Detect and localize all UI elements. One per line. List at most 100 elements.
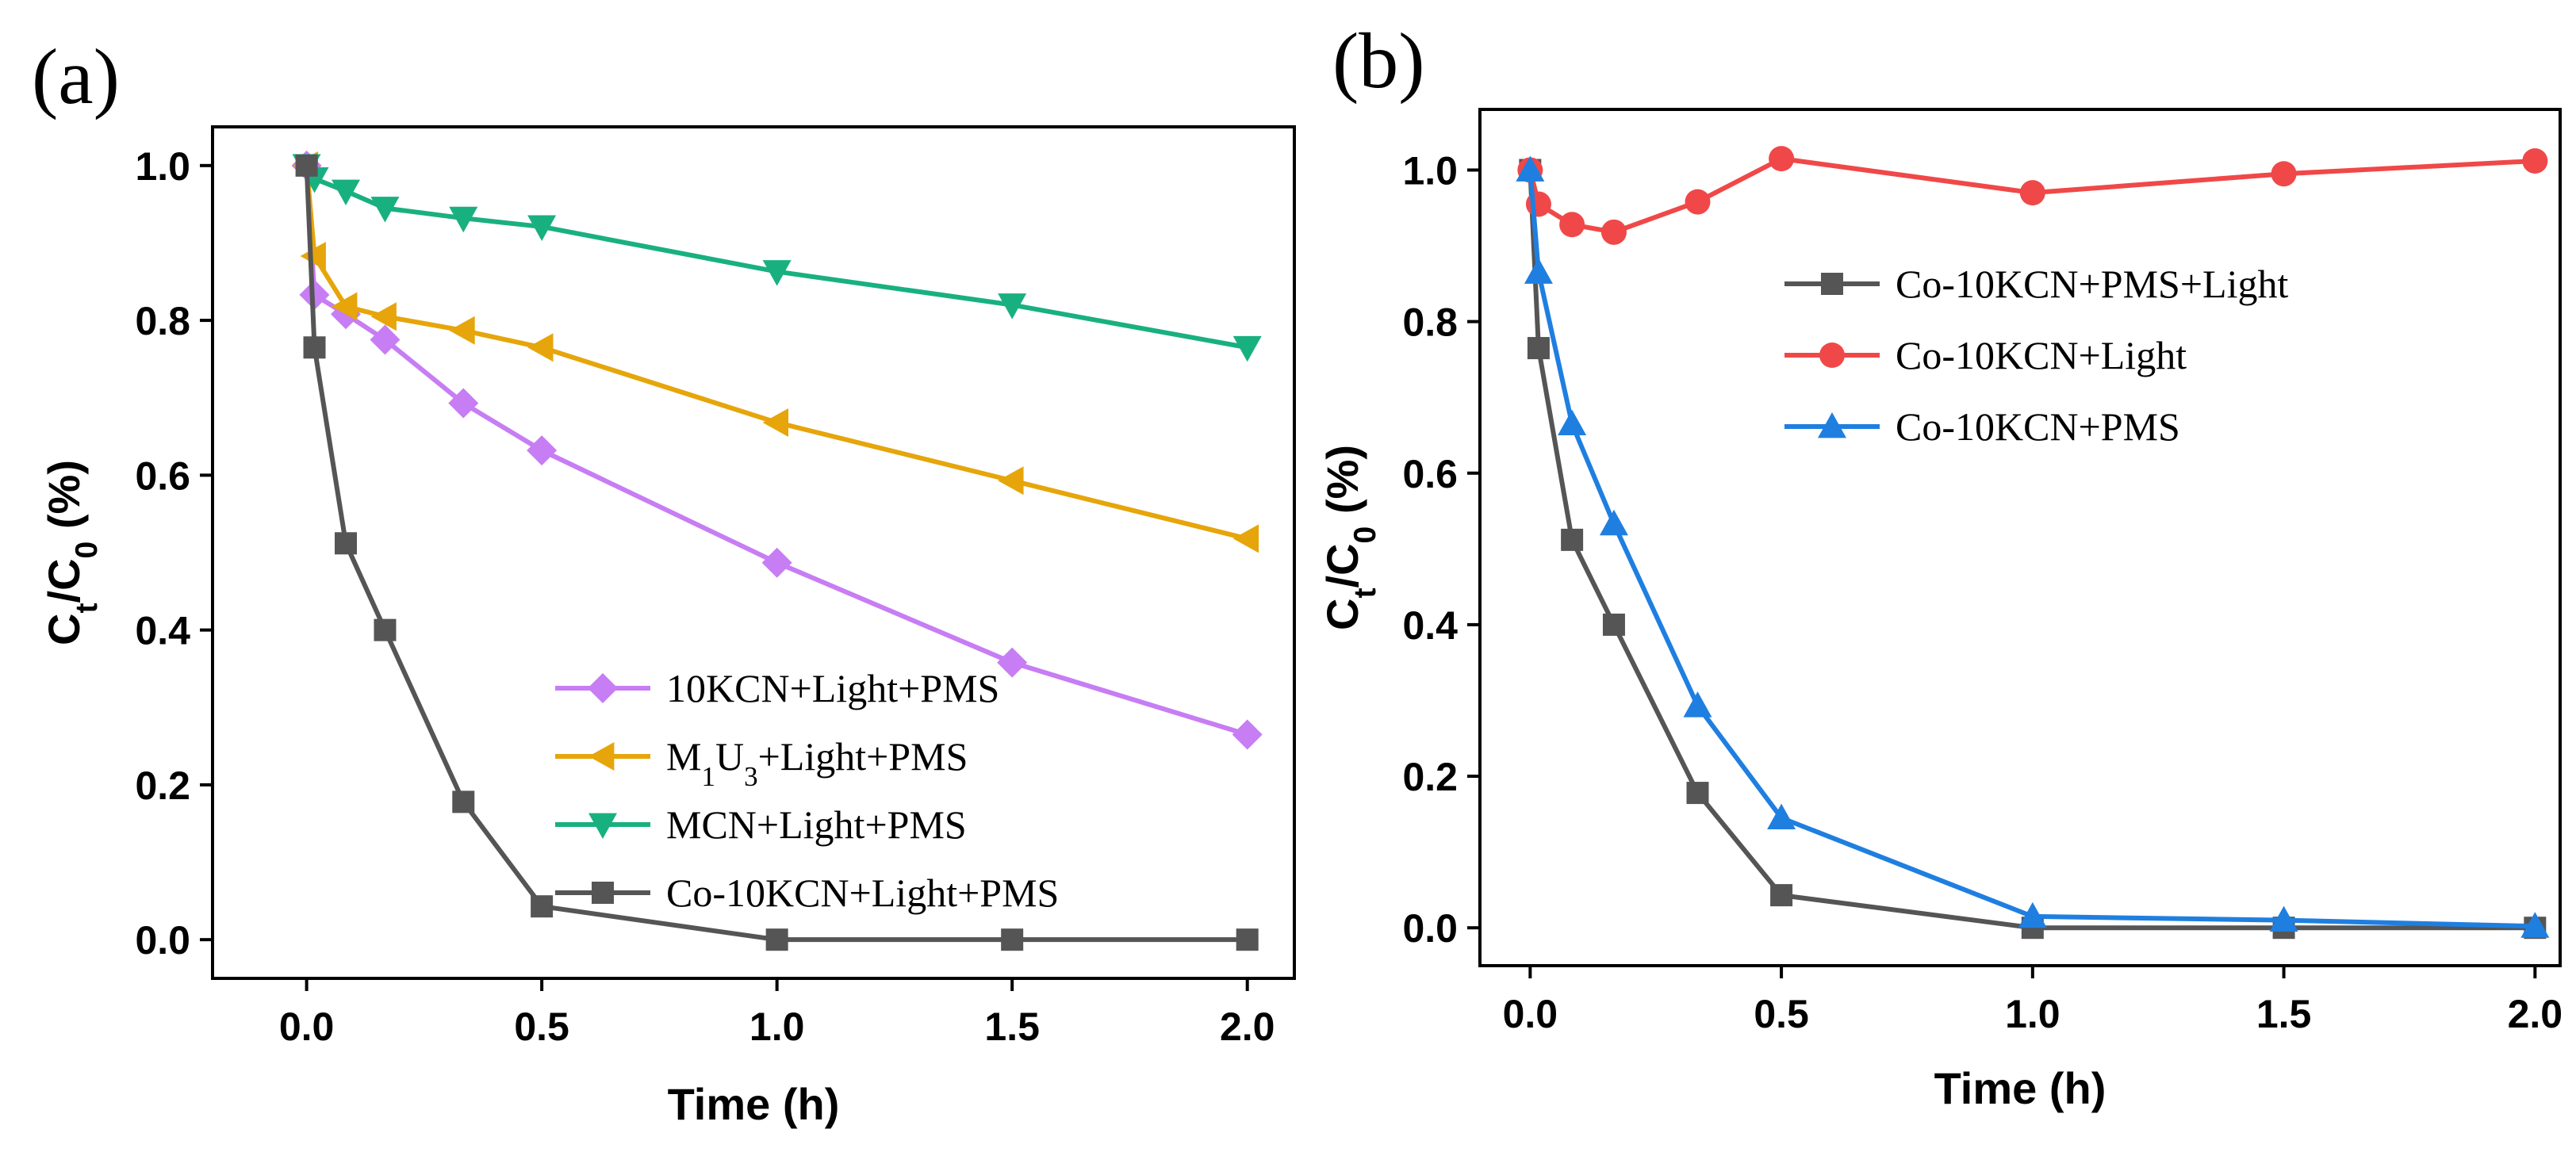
- panel-label: (b): [1332, 17, 1425, 105]
- series-MCN+Light+PMS: [292, 154, 1262, 362]
- legend-marker: [588, 742, 615, 771]
- data-point: [527, 435, 558, 466]
- chart-panel-a: (a) 0.0 0.5 1.0 1.5 2.0 0.0 0.2 0.4 0.6 0.8 1.0 Time…: [32, 33, 1296, 1129]
- data-point: [303, 336, 326, 359]
- label-text: 10KCN+Light+PMS: [666, 666, 999, 710]
- label-text: C: [1317, 599, 1367, 630]
- y-tick-label: 1.0: [1402, 148, 1458, 193]
- data-point: [1524, 258, 1553, 284]
- legend-marker: [592, 882, 614, 904]
- x-tick-label: 2.0: [2508, 992, 2563, 1036]
- legend-marker: [1819, 343, 1845, 368]
- subscript-text: 1: [701, 761, 715, 792]
- data-point: [2520, 912, 2550, 938]
- legend-label: 10KCN+Light+PMS: [666, 666, 999, 710]
- data-point: [762, 260, 792, 286]
- data-point: [1599, 509, 1628, 536]
- data-point: [370, 197, 400, 223]
- panel-label: (a): [32, 33, 120, 121]
- data-point: [998, 293, 1027, 320]
- x-tick-label: 0.0: [279, 1005, 335, 1049]
- legend-label: Co-10KCN+Light: [1896, 333, 2187, 377]
- x-tick-label: 1.5: [2256, 992, 2312, 1036]
- x-axis-title: Time (h): [668, 1079, 840, 1129]
- x-tick-label: 2.0: [1220, 1005, 1275, 1049]
- x-tick-label: 0.0: [1503, 992, 1558, 1036]
- data-point: [1561, 528, 1584, 551]
- label-text: Co-10KCN+Light: [1896, 333, 2187, 377]
- data-point: [300, 242, 326, 271]
- y-axis-title: Ct/C0 (%): [1317, 445, 1382, 630]
- y-tick-label: 0.4: [1402, 603, 1458, 648]
- data-point: [1602, 613, 1625, 636]
- y-tick-label: 0.8: [135, 299, 190, 343]
- data-point: [1232, 335, 1262, 362]
- label-text: Co-10KCN+PMS+Light: [1896, 262, 2288, 306]
- axes-frame: [211, 125, 1296, 980]
- data-point: [765, 928, 788, 951]
- data-point: [2522, 147, 2548, 174]
- data-point: [762, 408, 789, 437]
- data-point: [448, 388, 479, 419]
- legend-marker: [1821, 273, 1843, 295]
- label-text: (%): [39, 460, 89, 542]
- data-point: [370, 302, 397, 331]
- data-point: [1686, 782, 1709, 805]
- y-tick-label: 0.2: [135, 764, 190, 808]
- legend: 10KCN+Light+PMS M1U3+Light+PMS MCN+Light+P…: [555, 666, 1059, 915]
- data-point: [1770, 884, 1793, 907]
- data-point: [374, 618, 397, 641]
- data-point: [2019, 180, 2045, 206]
- y-tick-label: 0.4: [135, 609, 190, 653]
- chart-panel-b: (b) 0.0 0.5 1.0 1.5 2.0 0.0 0.2 0.4 0.6 0.8 1.0 Time…: [1317, 17, 2563, 1113]
- data-point: [1001, 928, 1024, 951]
- y-tick-label: 0.0: [1402, 906, 1458, 951]
- y-tick-label: 0.8: [1402, 300, 1458, 345]
- y-tick-label: 0.6: [135, 454, 190, 498]
- data-point: [1559, 212, 1585, 238]
- subscript-text: 0: [70, 542, 104, 559]
- data-point: [1558, 409, 1587, 436]
- legend-label: Co-10KCN+PMS: [1896, 404, 2180, 449]
- data-point: [998, 466, 1024, 496]
- label-text: M: [666, 734, 701, 779]
- data-point: [531, 895, 554, 918]
- data-point: [370, 324, 401, 355]
- data-point: [2269, 905, 2298, 932]
- data-point: [1236, 928, 1259, 951]
- legend-marker: [1818, 412, 1846, 438]
- data-point: [295, 154, 318, 177]
- label-text: Co-10KCN+Light+PMS: [666, 871, 1059, 915]
- data-point: [997, 647, 1028, 678]
- data-point: [2271, 161, 2297, 187]
- subscript-text: t: [1348, 587, 1382, 598]
- data-point: [1232, 524, 1259, 553]
- subscript-text: 3: [744, 761, 758, 792]
- data-point: [449, 206, 478, 233]
- data-point: [1685, 189, 1711, 215]
- data-point: [332, 179, 361, 206]
- subscript-text: 0: [1348, 526, 1382, 544]
- data-point: [761, 547, 792, 578]
- data-point: [1232, 719, 1263, 750]
- label-text: U: [715, 734, 744, 779]
- data-point: [452, 790, 475, 813]
- legend-label: MCN+Light+PMS: [666, 802, 967, 847]
- data-point: [1767, 803, 1796, 830]
- label-text: Co-10KCN+PMS: [1896, 404, 2180, 449]
- y-tick-label: 0.0: [135, 918, 190, 963]
- data-point: [2018, 901, 2047, 928]
- series-Co-10KCN+Light+PMS: [295, 154, 1259, 951]
- data-point: [1600, 219, 1627, 245]
- y-tick-label: 1.0: [135, 144, 190, 189]
- data-point: [332, 292, 358, 321]
- x-tick-label: 1.0: [749, 1005, 805, 1049]
- subscript-text: t: [70, 603, 104, 613]
- legend: Co-10KCN+PMS+Light Co-10KCN+Light Co-10KCN…: [1784, 262, 2288, 449]
- legend-label: M1U3+Light+PMS: [666, 734, 968, 792]
- data-point: [1683, 691, 1712, 718]
- x-axis-title: Time (h): [1934, 1063, 2106, 1113]
- legend-marker: [588, 673, 618, 703]
- data-point: [449, 316, 475, 345]
